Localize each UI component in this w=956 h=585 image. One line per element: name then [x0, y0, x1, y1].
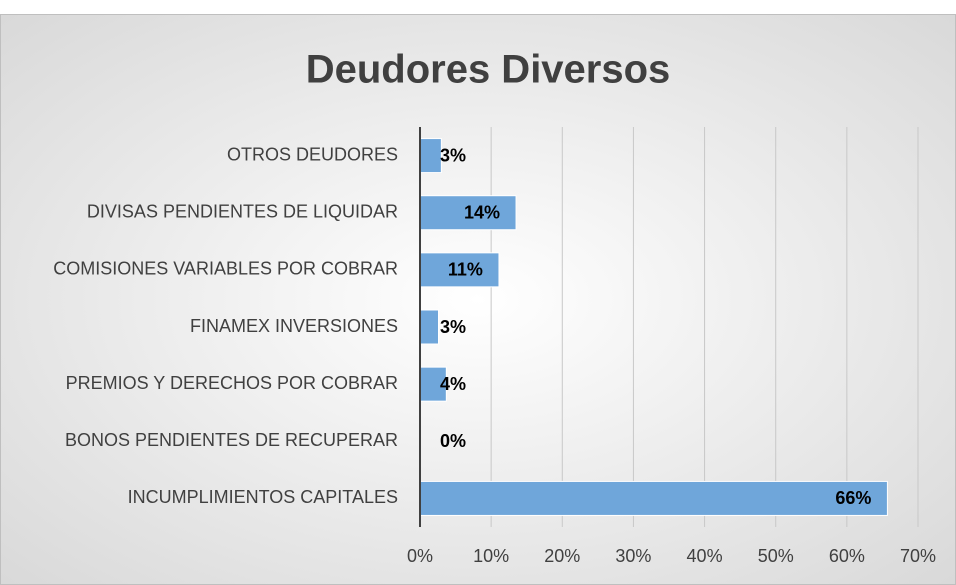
bar	[419, 480, 888, 516]
data-label: 11%	[448, 260, 483, 280]
data-label: 3%	[440, 317, 466, 337]
bar	[419, 309, 439, 345]
x-tick-label: 20%	[544, 546, 580, 566]
y-tick-label: OTROS DEUDORES	[227, 144, 398, 164]
chart-title: Deudores Diversos	[306, 48, 671, 92]
x-tick-label: 60%	[829, 546, 865, 566]
data-label: 66%	[835, 488, 871, 508]
data-label: 3%	[440, 145, 466, 165]
data-label: 4%	[440, 374, 466, 394]
x-tick-label: 0%	[407, 546, 433, 566]
data-label: 14%	[464, 202, 500, 222]
bar	[419, 138, 442, 174]
x-tick-label: 50%	[758, 546, 794, 566]
x-tick-label: 30%	[615, 546, 651, 566]
y-tick-label: DIVISAS PENDIENTES DE LIQUIDAR	[87, 201, 398, 221]
y-tick-label: BONOS PENDIENTES DE RECUPERAR	[65, 430, 398, 450]
bar	[419, 366, 447, 402]
y-tick-label: INCUMPLIMIENTOS CAPITALES	[128, 487, 398, 507]
bar	[419, 252, 500, 288]
y-tick-label: FINAMEX INVERSIONES	[190, 316, 398, 336]
y-tick-label: COMISIONES VARIABLES POR COBRAR	[53, 259, 398, 279]
y-tick-label: PREMIOS Y DERECHOS POR COBRAR	[66, 373, 398, 393]
data-label: 0%	[440, 431, 466, 451]
bar	[419, 195, 517, 231]
x-tick-label: 70%	[900, 546, 936, 566]
x-tick-label: 40%	[687, 546, 723, 566]
x-tick-label: 10%	[473, 546, 509, 566]
